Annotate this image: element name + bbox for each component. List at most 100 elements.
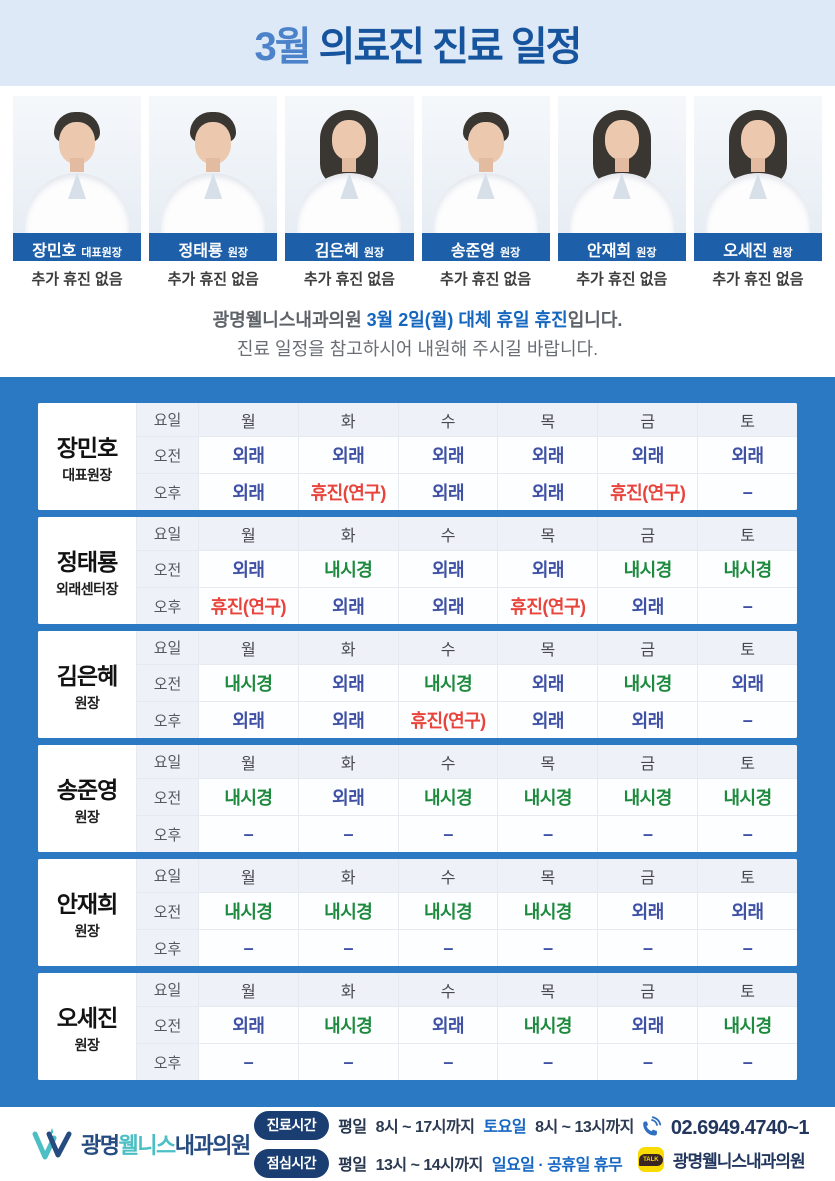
day-header: 화 [297, 859, 398, 893]
hours-badge: 진료시간 [253, 1110, 330, 1140]
day-header-row: 요일 월 화 수 목 금 토 [136, 859, 797, 893]
day-header: 토 [697, 403, 797, 437]
doctor-note: 추가 휴진 없음 [440, 271, 532, 288]
schedule-cell: 외래 [198, 437, 298, 474]
schedule-cell: – [597, 816, 698, 853]
day-column-label: 요일 [136, 517, 198, 551]
doctor-photo [149, 96, 278, 233]
schedule-cell: 외래 [597, 588, 698, 625]
schedule-cell: – [198, 816, 298, 853]
schedule-block: 송준영 원장 요일 월 화 수 목 금 토 오전 내시경 외래 내시경 [38, 745, 797, 853]
schedule-cell: – [697, 816, 797, 853]
notice-line1: 광명웰니스내과의원 3월 2일(월) 대체 휴일 휴진입니다. [212, 310, 623, 330]
schedule-cell: 휴진(연구) [198, 588, 298, 625]
doctor-name: 오세진 [723, 243, 768, 260]
doctor-card: 정태룡 원장 추가 휴진 없음 [149, 96, 278, 289]
schedule-grid: 요일 월 화 수 목 금 토 오전 외래 외래 외래 외래 외래 외래 [136, 403, 797, 511]
footer: 광명웰니스내과의원 진료시간 평일 8시 ~ 17시까지 토요일 8시 ~ 13… [0, 1107, 835, 1181]
day-column-label: 요일 [136, 631, 198, 665]
doctor-name: 장민호 [56, 434, 118, 461]
schedule-cell: – [297, 1044, 398, 1081]
schedule-cell: 내시경 [397, 665, 498, 702]
day-header: 토 [697, 745, 797, 779]
schedule-cell: – [198, 1044, 298, 1081]
schedule-cell: 외래 [297, 588, 398, 625]
day-header-row: 요일 월 화 수 목 금 토 [136, 745, 797, 779]
schedule-cell: 외래 [597, 1007, 698, 1044]
schedule-panel: 장민호 대표원장 요일 월 화 수 목 금 토 오전 외래 외래 외래 [0, 377, 835, 1108]
schedule-cell: 휴진(연구) [297, 474, 398, 511]
schedule-cell: 내시경 [198, 893, 298, 930]
am-label: 오전 [136, 893, 198, 930]
day-header: 금 [597, 973, 698, 1007]
schedule-cell: 외래 [697, 665, 797, 702]
schedule-block: 장민호 대표원장 요일 월 화 수 목 금 토 오전 외래 외래 외래 [38, 403, 797, 511]
schedule-cell: 외래 [497, 665, 598, 702]
doctor-card: 안재희 원장 추가 휴진 없음 [557, 96, 686, 289]
day-header-row: 요일 월 화 수 목 금 토 [136, 517, 797, 551]
schedule-cell: 내시경 [597, 551, 698, 588]
schedule-block: 오세진 원장 요일 월 화 수 목 금 토 오전 외래 내시경 외래 [38, 973, 797, 1081]
doctor-name: 정태룡 [56, 548, 118, 575]
doctor-title: 원장 [74, 1036, 100, 1053]
schedule-cell: – [597, 1044, 698, 1081]
schedule-cell: 내시경 [697, 779, 797, 816]
schedule-grid: 요일 월 화 수 목 금 토 오전 내시경 내시경 내시경 내시경 외래 외래 [136, 859, 797, 967]
schedule-cell: 외래 [497, 551, 598, 588]
schedule-cell: 외래 [397, 551, 498, 588]
schedule-grid: 요일 월 화 수 목 금 토 오전 외래 내시경 외래 외래 내시경 내시경 [136, 517, 797, 625]
day-header: 수 [397, 859, 498, 893]
pm-row: 오후 휴진(연구) 외래 외래 휴진(연구) 외래 – [136, 587, 797, 625]
day-header: 수 [397, 973, 498, 1007]
doctor-note: 추가 휴진 없음 [712, 271, 804, 288]
schedule-cell: 외래 [397, 437, 498, 474]
am-row: 오전 내시경 외래 내시경 내시경 내시경 내시경 [136, 778, 797, 816]
doctor-note: 추가 휴진 없음 [31, 271, 123, 288]
schedule-cell: 내시경 [297, 551, 398, 588]
schedule-doctor-cell: 오세진 원장 [38, 973, 136, 1081]
notice-line2: 진료 일정을 참고하시어 내원해 주시길 바랍니다. [236, 339, 599, 360]
schedule-cell: 내시경 [697, 551, 797, 588]
pm-label: 오후 [136, 816, 198, 853]
am-label: 오전 [136, 551, 198, 588]
schedule-cell: 외래 [597, 437, 698, 474]
schedule-cell: – [397, 816, 498, 853]
day-header: 금 [597, 517, 698, 551]
doctor-photo [693, 96, 823, 233]
day-column-label: 요일 [136, 403, 198, 437]
notice-highlight: 3월 2일(월) 대체 휴일 휴진 [366, 310, 568, 330]
am-row: 오전 외래 외래 외래 외래 외래 외래 [136, 436, 797, 474]
schedule-cell: 외래 [397, 474, 498, 511]
title-band: 3월 의료진 진료 일정 [0, 0, 835, 86]
doctor-photo [557, 96, 686, 233]
day-header: 월 [198, 403, 298, 437]
pm-label: 오후 [136, 702, 198, 739]
day-header: 월 [198, 631, 298, 665]
doctor-name: 김은혜 [56, 662, 118, 689]
schedule-cell: – [198, 930, 298, 967]
schedule-cell: 내시경 [597, 779, 698, 816]
day-header: 토 [697, 859, 797, 893]
title-month: 3월 [254, 25, 312, 69]
doctor-name: 송준영 [450, 243, 496, 260]
schedule-cell: 내시경 [397, 779, 498, 816]
day-header: 수 [397, 745, 498, 779]
doctor-note: 추가 휴진 없음 [303, 271, 395, 288]
day-column-label: 요일 [136, 859, 198, 893]
schedule-cell: – [297, 816, 398, 853]
schedule-cell: 내시경 [497, 1007, 598, 1044]
schedule-cell: 외래 [198, 702, 298, 739]
kakao-channel-name: 광명웰니스내과의원 [672, 1152, 806, 1172]
doctor-name-badge: 송준영 원장 [421, 233, 550, 261]
doctor-name-badge: 김은혜 원장 [285, 233, 414, 261]
am-row: 오전 내시경 내시경 내시경 내시경 외래 외래 [136, 892, 797, 930]
doctor-photo [421, 96, 550, 233]
am-row: 오전 외래 내시경 외래 외래 내시경 내시경 [136, 550, 797, 588]
doctor-card: 송준영 원장 추가 휴진 없음 [421, 96, 550, 289]
pm-row: 오후 – – – – – – [136, 815, 797, 853]
schedule-doctor-cell: 송준영 원장 [38, 745, 136, 853]
day-header: 목 [497, 745, 598, 779]
doctor-photo [12, 96, 142, 233]
title-rest: 의료진 진료 일정 [309, 25, 583, 69]
schedule-doctor-cell: 김은혜 원장 [38, 631, 136, 739]
